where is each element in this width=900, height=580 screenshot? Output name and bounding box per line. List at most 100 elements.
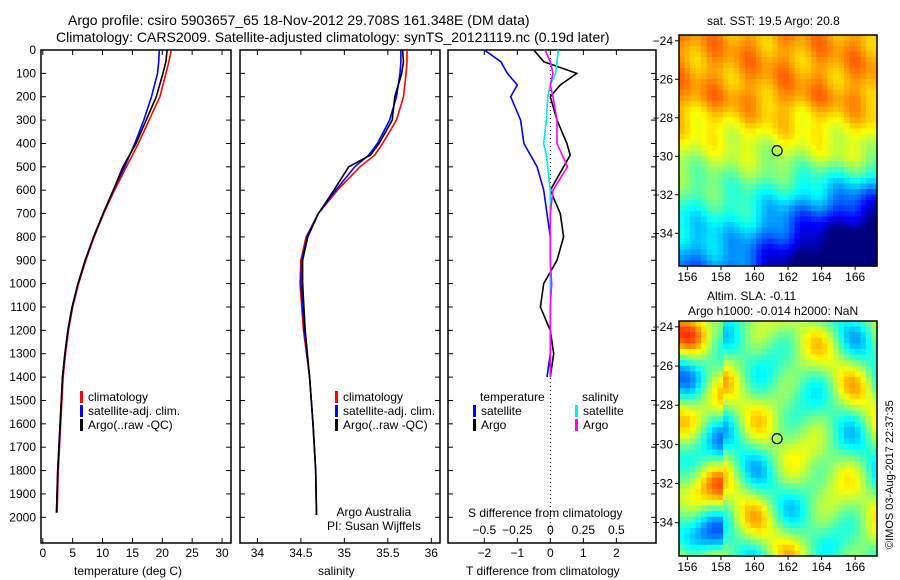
map-cell: [800, 522, 807, 529]
legend-swatch-satellite: [335, 405, 338, 417]
map-cell: [849, 382, 856, 389]
map-cell: [756, 134, 763, 141]
map-cell: [783, 483, 790, 490]
map-cell: [778, 382, 785, 389]
map-cell: [756, 112, 763, 119]
map-cell: [750, 233, 757, 240]
map-cell: [728, 194, 735, 201]
map-cell: [772, 233, 779, 240]
map-cell: [855, 260, 862, 267]
map-cell: [805, 156, 812, 163]
map-cell: [706, 427, 713, 434]
map-cell: [712, 123, 719, 130]
map-cell: [849, 172, 856, 179]
map-cell: [734, 427, 741, 434]
map-cell: [822, 205, 829, 212]
map-cell: [778, 73, 785, 80]
map-cell: [728, 189, 735, 196]
map-cell: [816, 466, 823, 473]
map-cell: [827, 449, 834, 456]
map-cell: [827, 227, 834, 234]
map-cell: [695, 326, 702, 333]
map-cell: [750, 112, 757, 119]
map-cell: [739, 101, 746, 108]
map-cell: [739, 57, 746, 64]
map-cell: [690, 95, 697, 102]
map-cell: [778, 216, 785, 223]
map-cell: [695, 360, 702, 367]
legend-swatch-climatology: [335, 391, 338, 403]
map-cell: [750, 183, 757, 190]
map-cell: [827, 238, 834, 245]
map-cell: [805, 354, 812, 361]
map-cell: [745, 194, 752, 201]
map-cell: [783, 51, 790, 58]
map-cell: [860, 117, 867, 124]
map-cell: [717, 161, 724, 168]
map-cell: [855, 79, 862, 86]
map-cell: [822, 35, 829, 42]
map-cell: [679, 112, 686, 119]
y-tick-label: 600: [16, 183, 36, 197]
map-cell: [805, 260, 812, 267]
map-cell: [778, 35, 785, 42]
map-cell: [860, 249, 867, 256]
map-cell: [860, 227, 867, 234]
map-cell: [723, 222, 730, 229]
map-cell: [767, 222, 774, 229]
map-cell: [789, 167, 796, 174]
map-cell: [794, 79, 801, 86]
map-cell: [800, 167, 807, 174]
map-cell: [712, 112, 719, 119]
map-cell: [723, 62, 730, 69]
map-cell: [772, 156, 779, 163]
map-cell: [750, 533, 757, 540]
map-cell: [838, 348, 845, 356]
map-cell: [717, 388, 724, 395]
map-cell: [789, 145, 796, 152]
map-cell: [844, 233, 851, 240]
map-cell: [695, 238, 702, 245]
map-cell: [871, 444, 878, 451]
map-cell: [684, 533, 691, 540]
map-cell: [866, 46, 873, 53]
map-cell: [772, 326, 779, 333]
map-cell: [772, 205, 779, 212]
map-cell: [822, 382, 829, 389]
map-cell: [679, 460, 686, 468]
map-cell: [712, 483, 719, 490]
map-cell: [800, 183, 807, 190]
map-cell: [761, 145, 768, 152]
map-cell: [706, 46, 713, 53]
map-cell: [800, 455, 807, 462]
legend-heading: salinity: [582, 390, 619, 404]
map-cell: [827, 444, 834, 451]
x-tick-label: 164: [812, 560, 832, 574]
map-cell: [712, 90, 719, 97]
map-cell: [690, 332, 697, 339]
map-cell: [855, 90, 862, 97]
map-cell: [690, 388, 697, 395]
map-cell: [712, 360, 719, 367]
map-cell: [728, 472, 735, 479]
map-cell: [855, 68, 862, 75]
map-cell: [767, 128, 774, 135]
map-cell: [805, 216, 812, 223]
map-cell: [728, 432, 735, 440]
map-cell: [860, 343, 867, 350]
map-cell: [789, 522, 796, 529]
map-cell: [816, 139, 823, 146]
map-cell: [734, 399, 741, 406]
y-tick-label: 1600: [9, 417, 36, 431]
map-cell: [827, 455, 834, 462]
map-cell: [745, 505, 752, 512]
map-cell: [750, 216, 757, 223]
map-cell: [695, 260, 702, 267]
map-cell: [789, 472, 796, 479]
map-cell: [750, 488, 757, 496]
map-cell: [739, 84, 746, 91]
map-cell: [772, 399, 779, 406]
map-cell: [772, 57, 779, 64]
map-cell: [811, 68, 818, 75]
panel-frame-temperature: [40, 49, 232, 544]
